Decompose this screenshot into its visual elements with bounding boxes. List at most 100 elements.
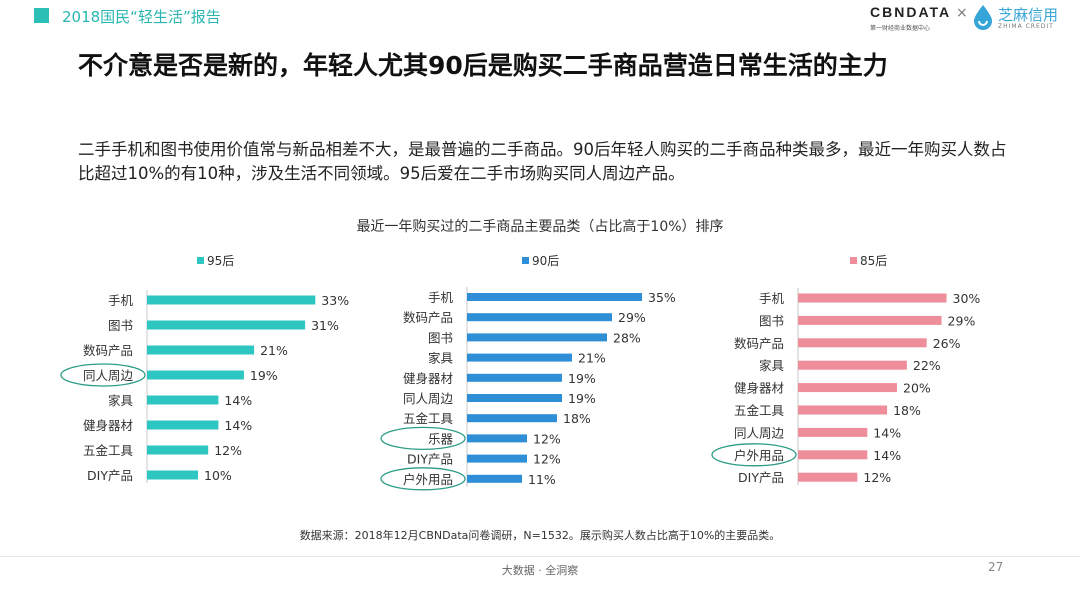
legend-label: 85后	[860, 254, 887, 268]
data-label: 12%	[533, 431, 561, 446]
data-label: 19%	[568, 371, 596, 386]
category-label: 数码产品	[403, 310, 453, 325]
category-label: 健身器材	[83, 418, 133, 433]
category-label: 同人周边	[403, 391, 454, 406]
bar	[147, 295, 316, 305]
bar	[798, 338, 927, 348]
data-label: 30%	[953, 291, 981, 306]
legend-swatch	[197, 257, 204, 264]
page-number: 27	[988, 560, 1004, 574]
bar	[467, 333, 607, 342]
data-source-footnote: 数据来源：2018年12月CBNData问卷调研，N=1532。展示购买人数占比…	[299, 529, 781, 542]
data-label: 14%	[873, 425, 901, 440]
data-label: 10%	[204, 468, 232, 483]
bar	[798, 293, 947, 303]
bar	[467, 293, 642, 301]
bar	[798, 472, 858, 482]
bar	[467, 373, 562, 382]
report-title: 2018国民“轻生活”报告	[62, 8, 221, 26]
category-label: 健身器材	[403, 371, 453, 386]
category-label: 家具	[759, 358, 785, 373]
highlight-circle	[380, 467, 466, 491]
data-label: 18%	[563, 411, 591, 426]
data-label: 31%	[311, 318, 339, 333]
data-label: 29%	[948, 313, 976, 328]
data-label: 29%	[618, 310, 646, 325]
category-label: 健身器材	[734, 381, 784, 396]
bar	[147, 395, 219, 405]
bar	[147, 320, 306, 330]
header-accent-square	[34, 8, 49, 23]
data-label: 12%	[533, 452, 561, 467]
bar	[798, 427, 868, 437]
data-label: 14%	[224, 418, 252, 433]
category-label: 家具	[428, 351, 454, 366]
data-label: 21%	[260, 343, 288, 358]
footer-tagline: 大数据 · 全洞察	[501, 564, 579, 577]
bar	[467, 414, 557, 423]
category-label: 手机	[759, 291, 785, 306]
bar	[147, 345, 255, 355]
category-label: DIY产品	[407, 452, 453, 467]
footer-divider	[0, 556, 1080, 557]
logo-area: CBNDATA 第一财经商业数据中心 × 芝麻信用 ZHIMA CREDIT	[856, 4, 1066, 34]
bar	[798, 360, 907, 370]
data-label: 19%	[568, 391, 596, 406]
data-label: 12%	[214, 443, 242, 458]
category-label: 五金工具	[83, 443, 134, 458]
data-label: 19%	[250, 368, 278, 383]
category-label: 图书	[108, 318, 133, 333]
cbndata-logo-subtitle: 第一财经商业数据中心	[870, 25, 931, 32]
bar	[147, 470, 198, 480]
data-label: 26%	[933, 336, 961, 351]
data-label: 28%	[613, 330, 641, 345]
bar	[467, 353, 572, 362]
highlight-circle	[60, 363, 146, 387]
category-label: 同人周边	[83, 368, 134, 383]
category-label: 手机	[428, 290, 454, 305]
category-label: 户外用品	[403, 472, 453, 487]
data-label: 14%	[873, 448, 901, 463]
legend-label: 95后	[207, 254, 234, 268]
category-label: 图书	[759, 313, 784, 328]
chart-title: 最近一年购买过的二手商品主要品类（占比高于10%）排序	[356, 219, 724, 235]
bar	[467, 474, 522, 483]
category-label: DIY产品	[87, 468, 133, 483]
bar	[798, 383, 897, 393]
category-label: 户外用品	[734, 448, 784, 463]
zhima-drop-icon	[974, 5, 992, 30]
page-title: 不介意是否是新的，年轻人尤其90后是购买二手商品营造日常生活的主力	[78, 51, 888, 80]
highlight-circle	[380, 426, 466, 451]
bar	[147, 445, 209, 455]
description-paragraph: 二手手机和图书使用价值常与新品相差不大，是最普遍的二手商品。90后年轻人购买的二…	[78, 140, 1007, 183]
bar	[467, 394, 562, 402]
category-label: 图书	[428, 330, 453, 345]
category-label: 家具	[108, 393, 134, 408]
bar	[798, 405, 888, 415]
data-label: 18%	[893, 403, 921, 418]
category-label: 手机	[108, 293, 134, 308]
data-label: 33%	[321, 293, 349, 308]
data-label: 20%	[903, 381, 931, 396]
bar	[467, 313, 612, 322]
legend-swatch	[522, 257, 529, 264]
highlight-circle	[711, 443, 797, 467]
cbndata-logo: CBNDATA	[870, 4, 952, 20]
data-label: 11%	[528, 472, 556, 487]
bar	[147, 370, 244, 380]
legend-swatch	[850, 257, 857, 264]
bar	[798, 450, 868, 460]
data-label: 22%	[913, 358, 941, 373]
bar	[147, 420, 219, 430]
data-label: 12%	[863, 470, 891, 485]
category-label: 五金工具	[403, 411, 454, 426]
bar	[467, 434, 527, 443]
category-label: 五金工具	[734, 403, 785, 418]
data-label: 21%	[578, 351, 606, 366]
zhima-logo: 芝麻信用	[998, 6, 1059, 24]
category-label: 同人周边	[734, 425, 785, 440]
legend-label: 90后	[532, 254, 559, 268]
bar	[467, 454, 527, 463]
category-label: DIY产品	[738, 470, 784, 485]
